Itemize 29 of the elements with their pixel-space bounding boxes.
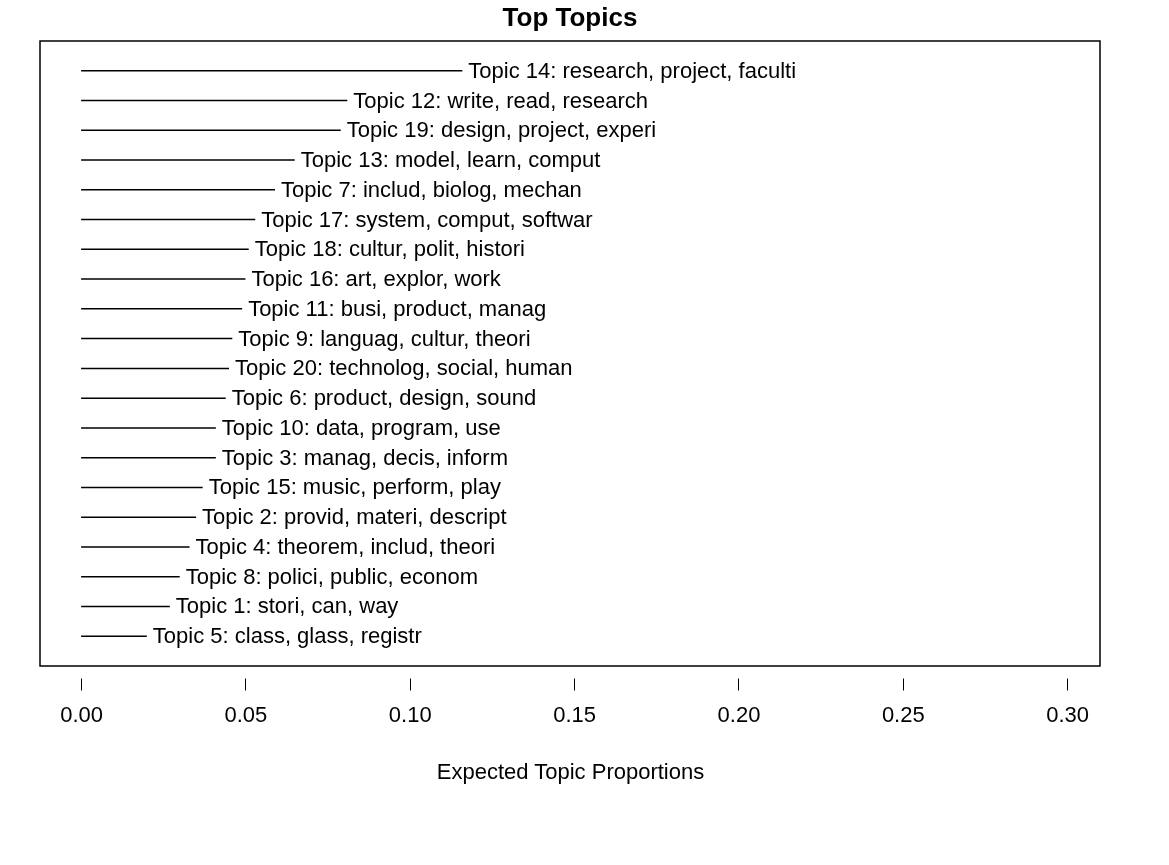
y-tick-label: Topic 20: technolog, social, human bbox=[234, 355, 573, 381]
y-tick-label: Topic 12: write, read, research bbox=[353, 87, 649, 113]
x-tick-label: 0.10 bbox=[388, 701, 432, 727]
y-tick-label: Topic 5: class, glass, registr bbox=[152, 623, 422, 649]
y-tick-label: Topic 9: languag, cultur, theori bbox=[238, 325, 531, 351]
x-tick-label: 0.05 bbox=[224, 701, 268, 727]
x-tick-label: 0.00 bbox=[60, 701, 103, 727]
y-tick-label: Topic 3: manag, decis, inform bbox=[221, 444, 508, 470]
x-tick-label: 0.30 bbox=[1046, 701, 1090, 727]
x-tick-label: 0.15 bbox=[553, 701, 597, 727]
y-tick-label: Topic 18: cultur, polit, histori bbox=[254, 236, 525, 262]
y-tick-label: Topic 4: theorem, includ, theori bbox=[195, 533, 496, 559]
y-tick-label: Topic 14: research, project, faculti bbox=[468, 57, 797, 83]
y-tick-label: Topic 19: design, project, experi bbox=[346, 117, 657, 143]
x-tick-label: 0.25 bbox=[881, 701, 925, 727]
chart-title: Top Topics bbox=[502, 2, 638, 32]
y-tick-label: Topic 17: system, comput, softwar bbox=[261, 206, 593, 232]
y-tick-label: Topic 2: provid, materi, descript bbox=[202, 504, 507, 530]
y-tick-label: Topic 13: model, learn, comput bbox=[300, 147, 601, 173]
x-tick-label: 0.20 bbox=[717, 701, 761, 727]
y-tick-label: Topic 15: music, perform, play bbox=[208, 474, 501, 500]
x-axis-title: Expected Topic Proportions bbox=[436, 758, 705, 784]
y-tick-label: Topic 6: product, design, sound bbox=[231, 385, 537, 411]
y-tick-label: Topic 8: polici, public, econom bbox=[185, 563, 478, 589]
y-tick-label: Topic 11: busi, product, manag bbox=[248, 295, 547, 321]
y-tick-label: Topic 10: data, program, use bbox=[221, 414, 501, 440]
y-tick-label: Topic 1: stori, can, way bbox=[175, 593, 399, 619]
y-tick-label: Topic 16: art, explor, work bbox=[251, 266, 502, 292]
y-tick-label: Topic 7: includ, biolog, mechan bbox=[281, 176, 582, 202]
